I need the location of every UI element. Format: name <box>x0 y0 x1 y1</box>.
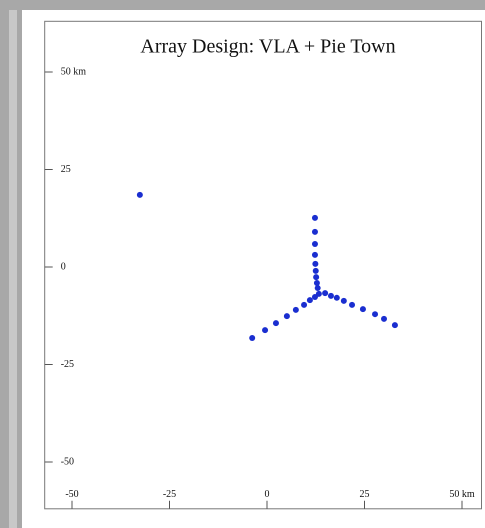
chart-title: Array Design: VLA + Pie Town <box>140 36 395 58</box>
antenna-point <box>301 301 308 308</box>
y-tick-label: 25 <box>61 164 71 175</box>
plot-frame <box>44 20 482 510</box>
x-tick-label: 0 <box>265 489 270 500</box>
antenna-point <box>262 327 269 334</box>
y-tick-label: 0 <box>61 261 66 272</box>
antenna-point <box>313 274 320 281</box>
antenna-point <box>312 260 319 267</box>
antenna-point <box>315 290 322 297</box>
antenna-point <box>272 320 279 327</box>
antenna-point <box>311 214 318 221</box>
y-tick-label: -50 <box>61 456 74 467</box>
x-tick-label: 50 km <box>449 489 475 500</box>
antenna-point <box>327 292 334 299</box>
x-tick-label: -50 <box>65 489 78 500</box>
antenna-point <box>136 191 143 198</box>
antenna-point <box>381 315 387 322</box>
side-strip <box>9 10 17 528</box>
antenna-point <box>313 279 320 286</box>
antenna-point <box>340 297 347 304</box>
antenna-point <box>283 313 290 320</box>
antenna-point <box>311 240 318 247</box>
antenna-point <box>391 322 398 329</box>
y-tick-label: -25 <box>61 359 74 370</box>
antenna-point <box>359 306 366 313</box>
antenna-point <box>349 301 356 308</box>
x-tick-label: 25 <box>360 489 370 500</box>
antenna-point <box>249 334 256 341</box>
antenna-point <box>333 294 340 301</box>
antenna-point <box>311 228 318 235</box>
antenna-point <box>306 297 313 304</box>
y-tick-label: 50 km <box>61 66 86 77</box>
antenna-point <box>372 311 379 318</box>
antenna-point <box>311 251 318 258</box>
panel <box>22 10 485 528</box>
antenna-point <box>292 306 299 313</box>
antenna-point <box>322 290 329 297</box>
x-tick-label: -25 <box>163 489 176 500</box>
antenna-point <box>314 285 321 292</box>
antenna-point <box>312 267 319 274</box>
